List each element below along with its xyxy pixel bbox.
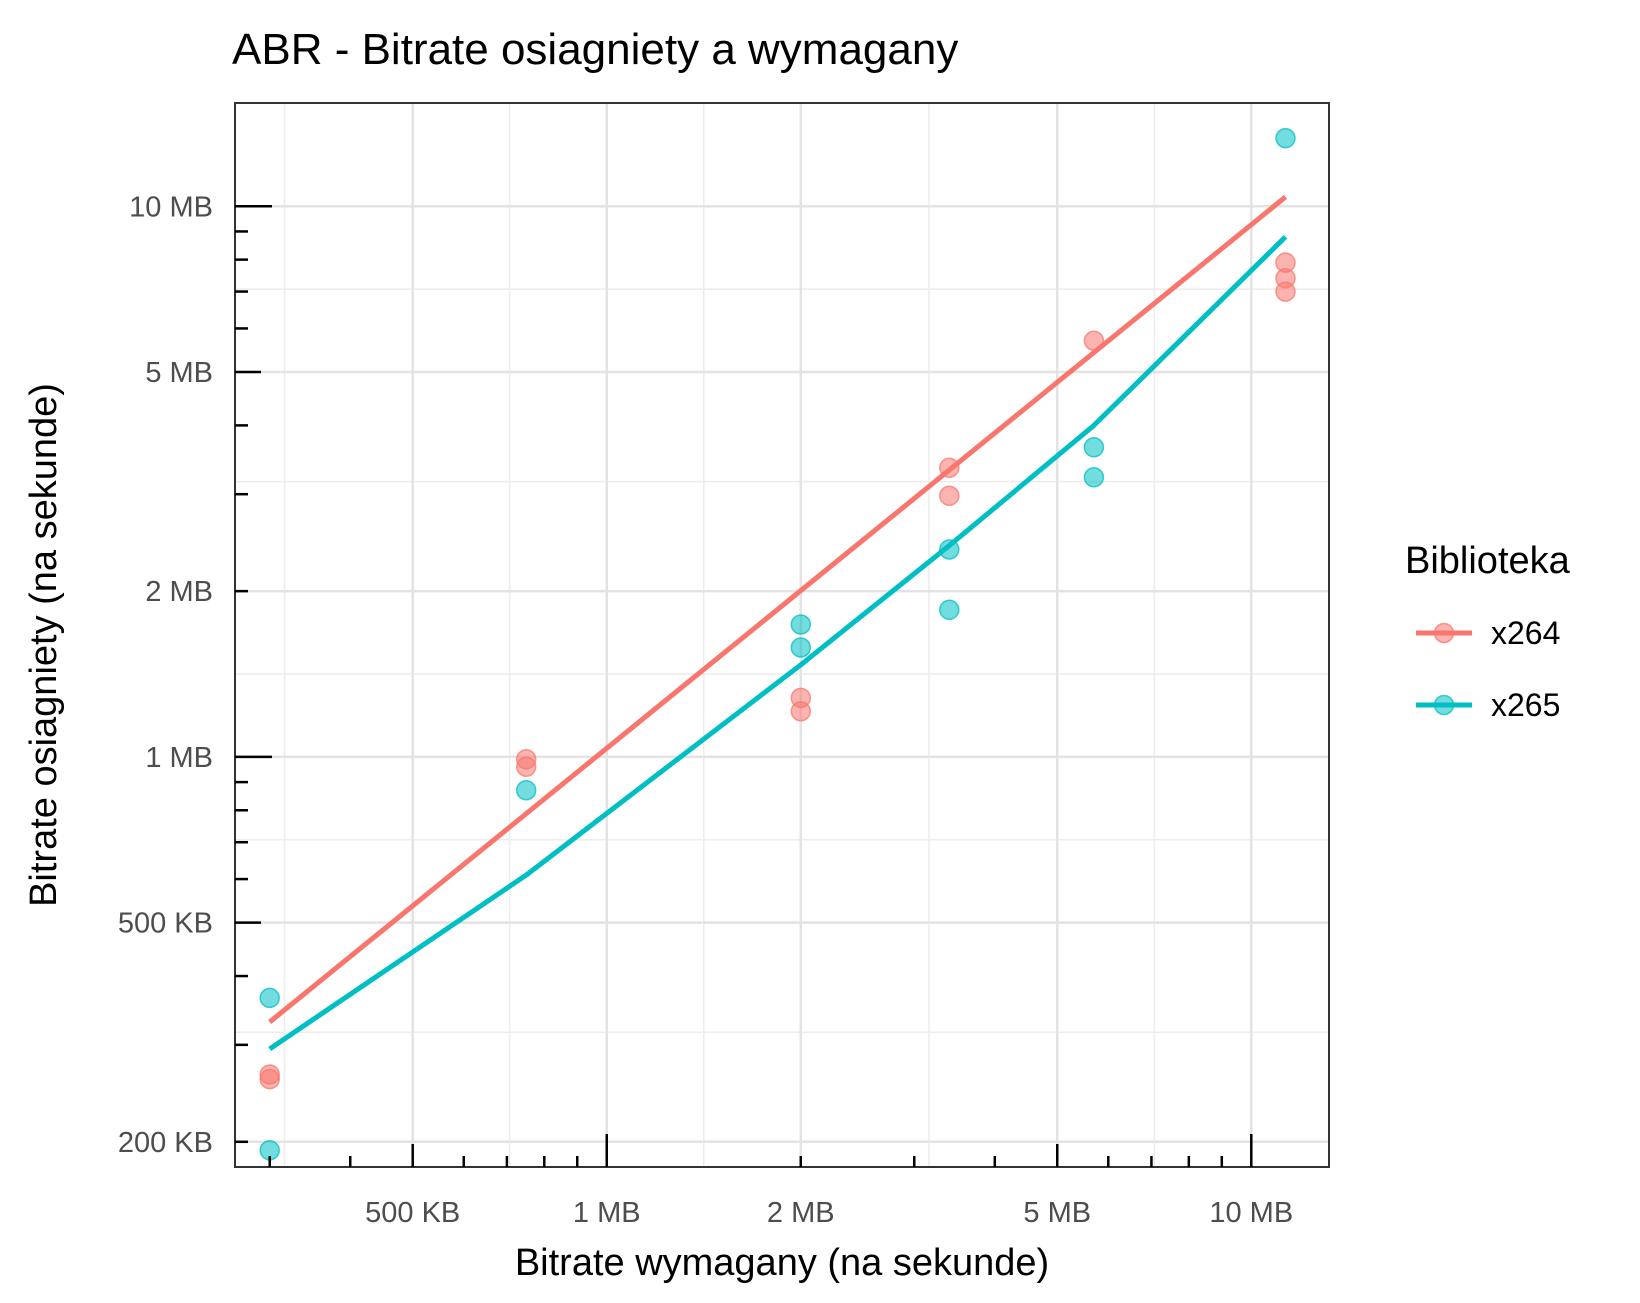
point-x264 xyxy=(1083,330,1105,351)
legend-key-point xyxy=(1433,694,1455,716)
x-tick-labels: 500 KB 1 MB 2 MB 5 MB 10 MB xyxy=(365,1197,1293,1229)
data-points xyxy=(259,127,1296,1161)
point-x264 xyxy=(939,485,960,507)
legend-title: Biblioteka xyxy=(1405,540,1571,582)
x-tick-label: 10 MB xyxy=(1209,1197,1293,1229)
y-tick-labels: 200 KB 500 KB 1 MB 2 MB 5 MB 10 MB xyxy=(118,191,213,1159)
x-tick-label: 1 MB xyxy=(573,1197,641,1229)
point-x265 xyxy=(790,614,812,635)
minor-gridlines xyxy=(235,103,1329,1167)
point-x264 xyxy=(790,701,812,722)
legend-label: x265 xyxy=(1491,687,1560,723)
chart-title: ABR - Bitrate osiagniety a wymagany xyxy=(232,25,958,74)
point-x264 xyxy=(515,756,537,777)
point-x265 xyxy=(1083,467,1105,488)
legend: Biblioteka x264 x265 xyxy=(1405,540,1571,723)
y-tick-label: 200 KB xyxy=(118,1127,213,1159)
major-gridlines xyxy=(235,103,1329,1167)
point-x265 xyxy=(939,599,960,621)
x-tick-label: 500 KB xyxy=(365,1197,460,1229)
point-x265 xyxy=(790,637,812,658)
point-x265 xyxy=(259,987,280,1009)
legend-label: x264 xyxy=(1491,615,1560,651)
point-x265 xyxy=(515,779,537,801)
point-x264 xyxy=(259,1068,280,1090)
trend-lines xyxy=(268,194,1288,1051)
trend-line-x265 xyxy=(268,235,1288,1051)
x-axis-title: Bitrate wymagany (na sekunde) xyxy=(515,1242,1049,1284)
y-tick-label: 2 MB xyxy=(145,576,213,608)
trend-line-x264 xyxy=(268,194,1288,1024)
y-tick-label: 5 MB xyxy=(145,357,213,389)
point-x264 xyxy=(939,457,960,479)
legend-item-x264: x264 xyxy=(1416,615,1560,651)
legend-items: x264 x265 xyxy=(1416,615,1560,723)
y-axis-title: Bitrate osiagniety (na sekunde) xyxy=(23,383,65,907)
x-tick-label: 2 MB xyxy=(767,1197,835,1229)
point-x265 xyxy=(1275,127,1296,149)
y-tick-label: 10 MB xyxy=(129,191,213,223)
y-tick-label: 1 MB xyxy=(145,742,213,774)
plot-panel-border xyxy=(234,102,1330,1168)
legend-key-point xyxy=(1433,622,1455,644)
point-x264 xyxy=(1275,281,1296,302)
legend-item-x265: x265 xyxy=(1416,687,1560,723)
y-tick-label: 500 KB xyxy=(118,908,213,940)
x-tick-label: 5 MB xyxy=(1023,1197,1091,1229)
point-x265 xyxy=(1083,437,1105,458)
axis-ticks xyxy=(235,205,1253,1167)
point-x265 xyxy=(939,539,960,560)
